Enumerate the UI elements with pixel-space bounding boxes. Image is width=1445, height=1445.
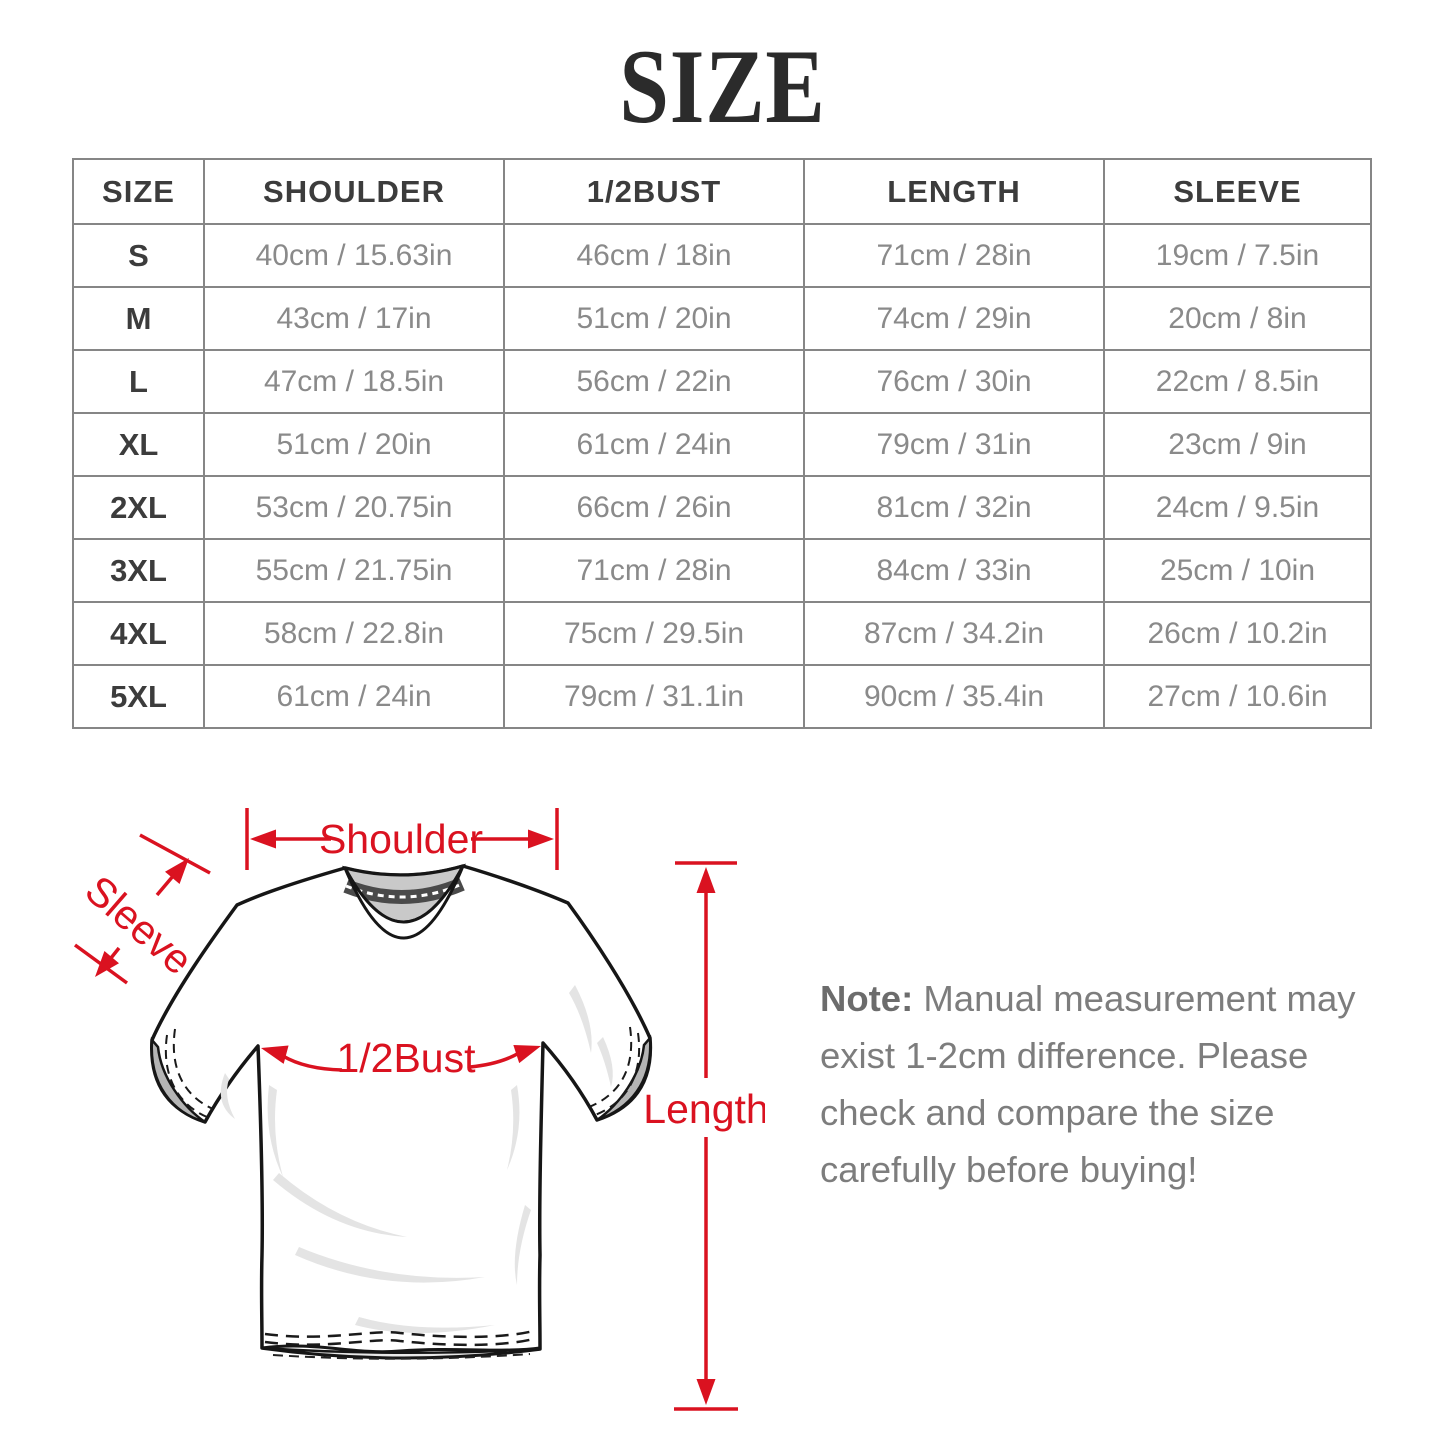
size-cell: L: [72, 349, 205, 414]
size-cell: 2XL: [72, 475, 205, 540]
measurement-cell: 26cm / 10.2in: [1103, 601, 1372, 666]
table-row: 5XL 61cm / 24in 79cm / 31.1in 90cm / 35.4in…: [72, 664, 1372, 729]
hem-underside-stitch: [272, 1353, 531, 1360]
size-cell: S: [72, 223, 205, 288]
measurement-cell: 75cm / 29.5in: [503, 601, 805, 666]
measurement-cell: 23cm / 9in: [1103, 412, 1372, 477]
note-label: Note:: [820, 978, 914, 1019]
measurement-cell: 51cm / 20in: [203, 412, 505, 477]
sleeve-upper-tick: [139, 833, 211, 875]
size-table-body: S 40cm / 15.63in 46cm / 18in 71cm / 28in 19c…: [72, 223, 1372, 729]
measurement-cell: 79cm / 31.1in: [503, 664, 805, 729]
measurement-cell: 19cm / 7.5in: [1103, 223, 1372, 288]
measurement-cell: 90cm / 35.4in: [803, 664, 1105, 729]
size-cell: 3XL: [72, 538, 205, 603]
half-bust-annotation: 1/2Bust: [261, 1035, 541, 1081]
arrow-down-icon: [696, 1379, 716, 1405]
measurement-cell: 87cm / 34.2in: [803, 601, 1105, 666]
table-row: XL 51cm / 20in 61cm / 24in 79cm / 31in 23cm …: [72, 412, 1372, 477]
hem-stitches: [264, 1328, 538, 1347]
arrow-left-icon: [250, 829, 276, 849]
right-cuff-opening: [596, 1034, 652, 1122]
measurement-cell: 55cm / 21.75in: [203, 538, 505, 603]
table-row: M 43cm / 17in 51cm / 20in 74cm / 29in 20cm /…: [72, 286, 1372, 351]
column-header: 1/2BUST: [503, 158, 805, 225]
left-cuff-stitches: [164, 1028, 214, 1118]
measurement-cell: 66cm / 26in: [503, 475, 805, 540]
measurement-cell: 81cm / 32in: [803, 475, 1105, 540]
arrow-up-icon: [696, 867, 716, 893]
arrow-right-icon: [528, 829, 554, 849]
size-cell: M: [72, 286, 205, 351]
measurement-cell: 61cm / 24in: [503, 412, 805, 477]
size-cell: XL: [72, 412, 205, 477]
size-cell: 4XL: [72, 601, 205, 666]
arrow-left-icon: [261, 1045, 289, 1064]
measurement-cell: 84cm / 33in: [803, 538, 1105, 603]
measurement-cell: 20cm / 8in: [1103, 286, 1372, 351]
length-label: Length: [643, 1086, 765, 1132]
arrow-up-right-icon: [165, 858, 189, 885]
column-header: SIZE: [72, 158, 205, 225]
table-row: S 40cm / 15.63in 46cm / 18in 71cm / 28in 19c…: [72, 223, 1372, 288]
measurement-cell: 24cm / 9.5in: [1103, 475, 1372, 540]
arrow-right-icon: [513, 1044, 541, 1064]
shoulder-annotation: Shoulder: [245, 808, 559, 870]
measurement-cell: 61cm / 24in: [203, 664, 505, 729]
column-header: SLEEVE: [1103, 158, 1372, 225]
sleeve-label: Sleeve: [77, 867, 202, 984]
measurement-cell: 71cm / 28in: [503, 538, 805, 603]
tshirt-measurement-diagram: Shoulder Sleeve: [73, 808, 765, 1411]
table-row: L 47cm / 18.5in 56cm / 22in 76cm / 30in 22cm…: [72, 349, 1372, 414]
sleeve-annotation: Sleeve: [73, 833, 211, 985]
column-header: SHOULDER: [203, 158, 505, 225]
measurement-cell: 47cm / 18.5in: [203, 349, 505, 414]
half-bust-label: 1/2Bust: [336, 1035, 476, 1081]
size-cell: 5XL: [72, 664, 205, 729]
note-body: Manual measurement may exist 1-2cm diffe…: [820, 978, 1356, 1190]
table-row: 3XL 55cm / 21.75in 71cm / 28in 84cm / 33in 2…: [72, 538, 1372, 603]
fabric-wrinkles: [220, 985, 613, 1333]
tshirt-body: [150, 864, 653, 1360]
sleeve-lower-tick: [73, 943, 129, 985]
hem-underside: [261, 1346, 541, 1359]
tshirt-illustration: [150, 863, 653, 1360]
measurement-cell: 46cm / 18in: [503, 223, 805, 288]
size-table: SIZE SHOULDER 1/2BUST LENGTH SLEEVE S 40cm / …: [72, 158, 1372, 729]
measurement-cell: 43cm / 17in: [203, 286, 505, 351]
shoulder-label: Shoulder: [319, 816, 483, 862]
page-title: SIZE: [619, 28, 826, 145]
measurement-cell: 27cm / 10.6in: [1103, 664, 1372, 729]
table-row: 2XL 53cm / 20.75in 66cm / 26in 81cm / 32in 2…: [72, 475, 1372, 540]
collar-rib-band: [343, 864, 465, 940]
measurement-cell: 22cm / 8.5in: [1103, 349, 1372, 414]
measurement-cell: 51cm / 20in: [503, 286, 805, 351]
right-cuff-stitches: [588, 1026, 641, 1116]
arrow-down-left-icon: [95, 950, 119, 977]
size-table-header-row: SIZE SHOULDER 1/2BUST LENGTH SLEEVE: [72, 158, 1372, 225]
measurement-cell: 53cm / 20.75in: [203, 475, 505, 540]
measurement-cell: 76cm / 30in: [803, 349, 1105, 414]
left-cuff-opening: [150, 1036, 206, 1124]
measurement-cell: 25cm / 10in: [1103, 538, 1372, 603]
length-annotation: Length: [643, 861, 765, 1411]
measurement-cell: 79cm / 31in: [803, 412, 1105, 477]
note-text: Note: Manual measurement may exist 1-2cm…: [820, 970, 1360, 1198]
measurement-cell: 40cm / 15.63in: [203, 223, 505, 288]
table-row: 4XL 58cm / 22.8in 75cm / 29.5in 87cm / 34.2…: [72, 601, 1372, 666]
column-header: LENGTH: [803, 158, 1105, 225]
measurement-cell: 74cm / 29in: [803, 286, 1105, 351]
measurement-cell: 71cm / 28in: [803, 223, 1105, 288]
measurement-cell: 58cm / 22.8in: [203, 601, 505, 666]
measurement-cell: 56cm / 22in: [503, 349, 805, 414]
